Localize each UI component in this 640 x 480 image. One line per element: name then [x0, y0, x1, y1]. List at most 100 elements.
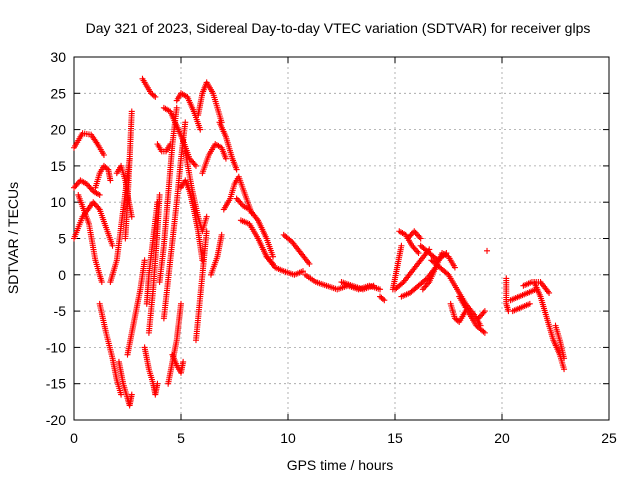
x-tick-label: 0: [70, 430, 78, 446]
y-axis-label: SDTVAR / TECUs: [5, 182, 21, 294]
x-tick-label: 10: [280, 430, 296, 446]
x-tick-label: 20: [494, 430, 510, 446]
y-tick-label: -15: [46, 376, 66, 392]
data-point: [96, 191, 103, 198]
y-tick-label: -5: [54, 303, 67, 319]
series-arc-2: [71, 177, 103, 198]
series-arc-13: [141, 344, 161, 398]
data-point: [182, 119, 189, 126]
data-point: [270, 253, 277, 260]
series-arc-3: [71, 199, 116, 249]
data-point: [222, 155, 229, 162]
series-arc-31: [233, 195, 277, 260]
data-point: [299, 268, 306, 275]
x-tick-label: 15: [387, 430, 403, 446]
data-point: [233, 166, 240, 173]
data-point: [481, 329, 488, 336]
data-point: [377, 286, 384, 293]
data-point: [399, 280, 406, 287]
series-arc-47: [456, 293, 488, 336]
series-arc-27: [199, 141, 229, 177]
series-arc-21: [169, 351, 187, 376]
data-point: [118, 391, 125, 398]
series-arc-19: [160, 104, 199, 169]
data-point: [173, 104, 180, 111]
data-point: [287, 237, 294, 244]
y-tick-label: -20: [46, 412, 66, 428]
data-point: [218, 231, 225, 238]
series-arc-34: [280, 231, 313, 267]
y-tick-label: 20: [50, 122, 66, 138]
series-arc-42: [404, 228, 424, 242]
x-tick-label: 25: [601, 430, 617, 446]
data-point: [546, 289, 553, 296]
data-point: [150, 92, 157, 99]
data-point: [306, 260, 313, 267]
data-points: [71, 75, 568, 409]
series-arc-4: [75, 191, 105, 286]
series-arc-39: [396, 228, 422, 257]
data-point: [98, 279, 105, 286]
series-arc-33: [263, 253, 306, 278]
series-arc-40: [392, 246, 433, 293]
data-point: [128, 391, 135, 398]
data-point: [203, 213, 210, 220]
series-arc-11: [124, 257, 148, 358]
y-tick-label: 5: [58, 231, 66, 247]
series-arc-30: [220, 173, 255, 217]
series-arc-25: [192, 228, 210, 344]
series-arc-29: [216, 119, 240, 173]
data-point: [109, 242, 116, 249]
series-arc-36: [338, 279, 377, 293]
data-point: [100, 152, 107, 159]
data-point: [370, 282, 377, 289]
series-arc-48: [475, 308, 488, 322]
series-arc-24: [182, 148, 210, 235]
series-arc-37: [377, 293, 388, 304]
data-point: [415, 250, 422, 257]
series-arc-16: [154, 141, 174, 155]
data-point: [103, 165, 110, 172]
series-arc-44: [419, 250, 458, 293]
x-tick-label: 5: [177, 430, 185, 446]
y-tick-label: 0: [58, 267, 66, 283]
data-point: [561, 355, 568, 362]
series-arc-9: [115, 358, 135, 409]
y-tick-label: 15: [50, 158, 66, 174]
y-tick-label: 30: [50, 49, 66, 65]
series-arc-45: [428, 257, 484, 329]
data-point: [379, 296, 386, 302]
chart-title: Day 321 of 2023, Sidereal Day-to-day VTE…: [86, 20, 591, 36]
series-arc-12: [139, 75, 159, 100]
series-arc-5: [92, 162, 114, 191]
series-arc-49: [484, 247, 491, 254]
data-point: [192, 162, 199, 169]
data-point: [197, 126, 204, 133]
series-arc-46: [447, 300, 469, 325]
series-arc-54: [531, 279, 568, 373]
x-axis-label: GPS time / hours: [287, 457, 394, 473]
data-point: [107, 177, 114, 184]
data-point: [128, 108, 135, 115]
data-point: [451, 264, 458, 271]
series-arc-6: [96, 300, 125, 398]
data-point: [422, 276, 429, 283]
data-point: [178, 300, 184, 307]
y-tick-label: 10: [50, 194, 66, 210]
data-point: [203, 228, 210, 235]
series-arc-51: [507, 286, 540, 304]
series-arc-55: [552, 322, 568, 362]
series-arc-26: [195, 79, 225, 126]
series-arc-18: [160, 119, 189, 322]
data-point: [480, 328, 487, 335]
series-arc-50: [503, 275, 512, 315]
data-point: [180, 358, 187, 365]
series-arc-52: [509, 300, 533, 315]
data-point: [156, 191, 163, 198]
data-point: [417, 235, 424, 242]
data-point: [141, 257, 148, 264]
data-point: [154, 380, 161, 387]
axis-ticks: 0 5 10 15 20 25 -20 -15 -10 -5 0 5 10 15 20 25 30: [46, 49, 617, 446]
data-point: [561, 366, 568, 373]
data-point: [526, 300, 533, 307]
